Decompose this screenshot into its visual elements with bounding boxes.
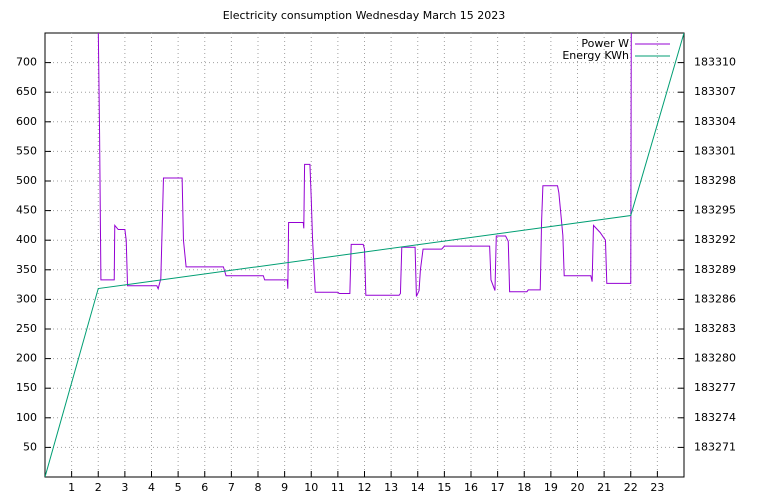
y-tick-label: 50 (23, 440, 37, 453)
y2-tick-label: 183271 (694, 440, 736, 453)
x-tick-label: 2 (95, 481, 102, 494)
y2-tick-label: 183295 (694, 204, 736, 217)
y-tick-label: 550 (16, 144, 37, 157)
x-tick-label: 13 (384, 481, 398, 494)
x-tick-label: 11 (331, 481, 345, 494)
x-tick-label: 5 (175, 481, 182, 494)
x-tick-label: 9 (281, 481, 288, 494)
x-tick-label: 12 (358, 481, 372, 494)
x-tick-label: 10 (304, 481, 318, 494)
x-tick-label: 21 (597, 481, 611, 494)
x-tick-label: 18 (517, 481, 531, 494)
y-tick-label: 500 (16, 174, 37, 187)
y-tick-label: 650 (16, 85, 37, 98)
y2-tick-label: 183289 (694, 263, 736, 276)
x-tick-label: 3 (121, 481, 128, 494)
x-tick-label: 22 (624, 481, 638, 494)
y2-tick-label: 183307 (694, 85, 736, 98)
x-tick-label: 19 (544, 481, 558, 494)
y2-tick-label: 183277 (694, 381, 736, 394)
y-tick-label: 300 (16, 292, 37, 305)
legend-label: Energy KWh (562, 49, 629, 62)
y-tick-label: 250 (16, 322, 37, 335)
y2-tick-label: 183301 (694, 144, 736, 157)
y2-tick-label: 183292 (694, 233, 736, 246)
y2-tick-label: 183298 (694, 174, 736, 187)
chart-title: Electricity consumption Wednesday March … (223, 9, 506, 22)
legend-label: Power W (581, 37, 629, 50)
y-tick-label: 400 (16, 233, 37, 246)
x-tick-label: 1 (68, 481, 75, 494)
x-tick-label: 6 (201, 481, 208, 494)
y-tick-label: 700 (16, 56, 37, 69)
x-tick-label: 4 (148, 481, 155, 494)
x-tick-label: 8 (255, 481, 262, 494)
x-tick-label: 14 (411, 481, 425, 494)
x-tick-label: 23 (650, 481, 664, 494)
series-line (45, 33, 684, 477)
x-tick-label: 15 (437, 481, 451, 494)
x-tick-label: 20 (571, 481, 585, 494)
y2-tick-label: 183283 (694, 322, 736, 335)
y2-tick-label: 183274 (694, 411, 736, 424)
y-tick-label: 100 (16, 411, 37, 424)
y2-tick-label: 183286 (694, 292, 736, 305)
y2-tick-label: 183304 (694, 115, 736, 128)
y-tick-label: 350 (16, 263, 37, 276)
x-tick-label: 7 (228, 481, 235, 494)
y2-tick-label: 183310 (694, 56, 736, 69)
y2-tick-label: 183280 (694, 352, 736, 365)
y-tick-label: 600 (16, 115, 37, 128)
x-tick-label: 17 (491, 481, 505, 494)
x-tick-label: 16 (464, 481, 478, 494)
y-tick-label: 450 (16, 204, 37, 217)
y-tick-label: 150 (16, 381, 37, 394)
y-tick-label: 200 (16, 352, 37, 365)
series-line (97, 33, 632, 297)
